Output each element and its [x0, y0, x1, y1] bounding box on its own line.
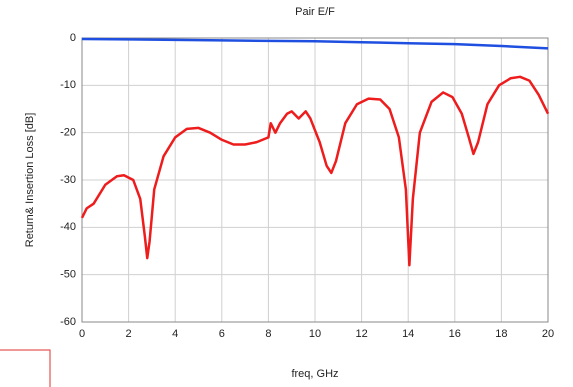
series-line	[81, 37, 549, 50]
x-tick-label: 14	[402, 328, 414, 340]
y-tick-label: -10	[60, 79, 76, 91]
y-tick-label: -60	[60, 316, 76, 328]
y-tick-label: -40	[60, 221, 76, 233]
plot-frame	[81, 37, 549, 323]
y-tick-label: -20	[60, 127, 76, 139]
y-axis-label: Return& Insertion Loss [dB]	[24, 113, 36, 248]
x-tick-label: 8	[265, 328, 271, 340]
x-tick-label: 18	[495, 328, 507, 340]
x-tick-label: 12	[355, 328, 367, 340]
x-tick-label: 16	[449, 328, 461, 340]
series-line	[80, 75, 550, 267]
y-tick-label: -30	[60, 174, 76, 186]
legend-box	[0, 349, 51, 387]
x-tick-label: 20	[542, 328, 554, 340]
y-tick-label: -50	[60, 269, 76, 281]
x-tick-label: 2	[126, 328, 132, 340]
x-tick-label: 10	[309, 328, 321, 340]
y-tick-label: 0	[70, 32, 76, 44]
x-tick-label: 4	[172, 328, 178, 340]
x-tick-label: 0	[79, 328, 85, 340]
x-tick-label: 6	[219, 328, 225, 340]
x-axis-label: freq, GHz	[291, 368, 338, 380]
chart-title: Pair E/F	[295, 6, 335, 18]
